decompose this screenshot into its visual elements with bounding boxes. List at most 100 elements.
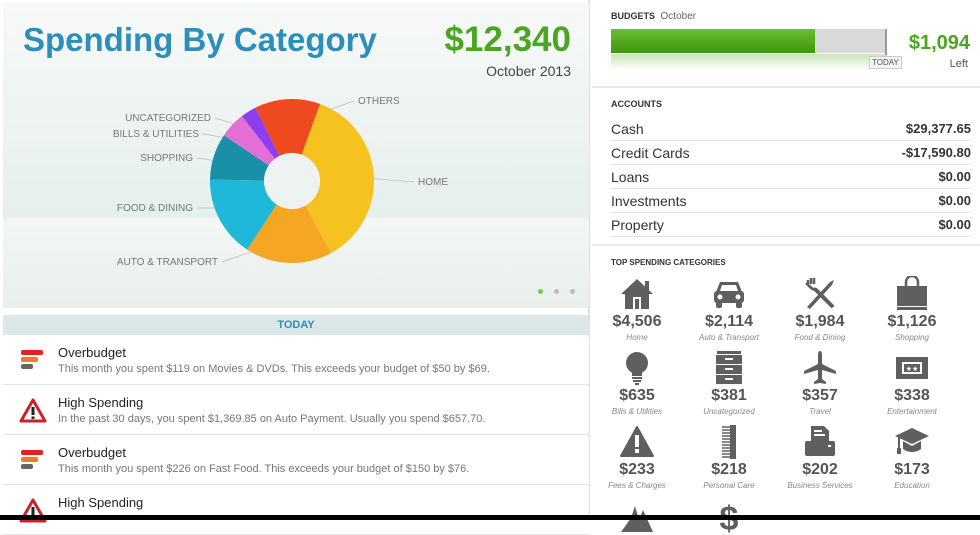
- ticket-icon: ★★: [867, 350, 957, 386]
- account-row[interactable]: Loans $0.00: [611, 165, 971, 189]
- account-row[interactable]: Credit Cards -$17,590.80: [611, 141, 971, 165]
- alert-title: Overbudget: [58, 445, 126, 460]
- category-amount: $173: [867, 461, 957, 479]
- bar-reflection: [611, 54, 887, 70]
- account-row[interactable]: Cash$29,377.65: [611, 117, 971, 141]
- category-education[interactable]: $173 Education: [867, 424, 957, 490]
- category-label: Bills & Utilities: [592, 407, 682, 416]
- lightbulb-icon: [592, 350, 682, 386]
- page-dot-1[interactable]: [538, 289, 543, 294]
- system-bar: [0, 515, 980, 520]
- accounts-header: ACCOUNTS: [611, 99, 662, 109]
- category-home[interactable]: $4,506 Home: [592, 276, 682, 342]
- alert-item[interactable]: Overbudget This month you spent $119 on …: [3, 337, 589, 385]
- budget-left-amount: $1,094: [909, 32, 970, 55]
- category-label: Auto & Transport: [684, 333, 774, 342]
- category-amount: $202: [775, 461, 865, 479]
- category-amount: $357: [775, 387, 865, 405]
- budget-progress-fill: [611, 29, 815, 53]
- category-amount: $1,126: [867, 313, 957, 331]
- overbudget-icon: [19, 348, 47, 374]
- pie-label: HOME: [418, 177, 448, 188]
- account-value: $0.00: [938, 189, 971, 213]
- svg-text:★★: ★★: [906, 365, 919, 373]
- spending-panel: Spending By Category $12,340 October 201…: [0, 0, 590, 515]
- alert-title: High Spending: [58, 395, 143, 410]
- shopping-bag-icon: [867, 276, 957, 312]
- warning-icon: [19, 498, 47, 524]
- alert-item[interactable]: Overbudget This month you spent $226 on …: [3, 437, 589, 485]
- pie-label: FOOD & DINING: [117, 203, 193, 214]
- printer-icon: [775, 424, 865, 460]
- spending-pie-chart[interactable]: HOME AUTO & TRANSPORT FOOD & DINING SHOPPIN…: [3, 3, 589, 308]
- pie-label: UNCATEGORIZED: [125, 113, 211, 124]
- category-label: Entertainment: [867, 407, 957, 416]
- pie-label: SHOPPING: [140, 153, 193, 164]
- category-bills-utilities[interactable]: $635 Bills & Utilities: [592, 350, 682, 416]
- category-label: Personal Care: [684, 481, 774, 490]
- alert-description: In the past 30 days, you spent $1,369.85…: [58, 413, 485, 425]
- alert-item[interactable]: High Spending: [3, 487, 589, 535]
- account-name: Credit Cards: [611, 145, 690, 161]
- pie-label: OTHERS: [358, 96, 400, 107]
- alert-title: High Spending: [58, 495, 143, 510]
- alert-item[interactable]: High Spending In the past 30 days, you s…: [3, 387, 589, 435]
- category-amount: $233: [592, 461, 682, 479]
- comb-icon: [684, 424, 774, 460]
- pie-label: AUTO & TRANSPORT: [117, 257, 218, 268]
- account-value: -$17,590.80: [902, 141, 971, 165]
- category-fees-charges[interactable]: $233 Fees & Charges: [592, 424, 682, 490]
- page-dot-2[interactable]: [554, 289, 559, 294]
- top-categories-header: TOP SPENDING CATEGORIES: [611, 258, 726, 267]
- category-auto-transport[interactable]: $2,114 Auto & Transport: [684, 276, 774, 342]
- accounts-card: ACCOUNTS Cash$29,377.65 Credit Cards -$17,…: [592, 90, 980, 246]
- budgets-card[interactable]: BUDGETS October TODAY $1,094 Left: [592, 0, 980, 88]
- page-dot-3[interactable]: [570, 289, 575, 294]
- category-amount: $1,984: [775, 313, 865, 331]
- account-row[interactable]: Investments$0.00: [611, 189, 971, 213]
- today-header: TODAY: [3, 315, 589, 335]
- category-amount: $338: [867, 387, 957, 405]
- page-indicator: [538, 289, 575, 294]
- category-amount: $218: [684, 461, 774, 479]
- category-amount: $4,506: [592, 313, 682, 331]
- drawers-icon: [684, 350, 774, 386]
- today-tag: TODAY: [869, 56, 902, 69]
- budgets-header: BUDGETS: [611, 11, 655, 21]
- category-label: Uncategorized: [684, 407, 774, 416]
- category-travel[interactable]: $357 Travel: [775, 350, 865, 416]
- account-name: Cash: [611, 121, 644, 137]
- budget-left-label: Left: [950, 58, 968, 70]
- category-label: Education: [867, 481, 957, 490]
- alert-description: This month you spent $226 on Fast Food. …: [58, 463, 469, 475]
- car-icon: [684, 276, 774, 312]
- summary-panel: BUDGETS October TODAY $1,094 Left ACCOUN…: [592, 0, 980, 515]
- account-name: Loans: [611, 169, 649, 185]
- airplane-icon: [775, 350, 865, 386]
- budgets-month: October: [661, 11, 697, 22]
- category-amount: $2,114: [684, 313, 774, 331]
- overbudget-icon: [19, 448, 47, 474]
- account-row[interactable]: Property $0.00: [611, 213, 971, 237]
- category-label: Fees & Charges: [592, 481, 682, 490]
- category-label: Travel: [775, 407, 865, 416]
- alert-title: Overbudget: [58, 345, 126, 360]
- today-marker: [885, 29, 887, 55]
- category-label: Home: [592, 333, 682, 342]
- category-entertainment[interactable]: ★★ $338 Entertainment: [867, 350, 957, 416]
- account-value: $0.00: [938, 213, 971, 237]
- budget-progress-bar: [611, 29, 887, 53]
- graduation-cap-icon: [867, 424, 957, 460]
- account-value: $0.00: [938, 165, 971, 189]
- spending-chart-card[interactable]: Spending By Category $12,340 October 201…: [3, 3, 589, 308]
- pie-label: BILLS & UTILITIES: [113, 129, 199, 140]
- account-name: Property: [611, 217, 664, 233]
- category-amount: $635: [592, 387, 682, 405]
- home-icon: [592, 276, 682, 312]
- category-personal-care[interactable]: $218 Personal Care: [684, 424, 774, 490]
- warning-icon: [19, 398, 47, 424]
